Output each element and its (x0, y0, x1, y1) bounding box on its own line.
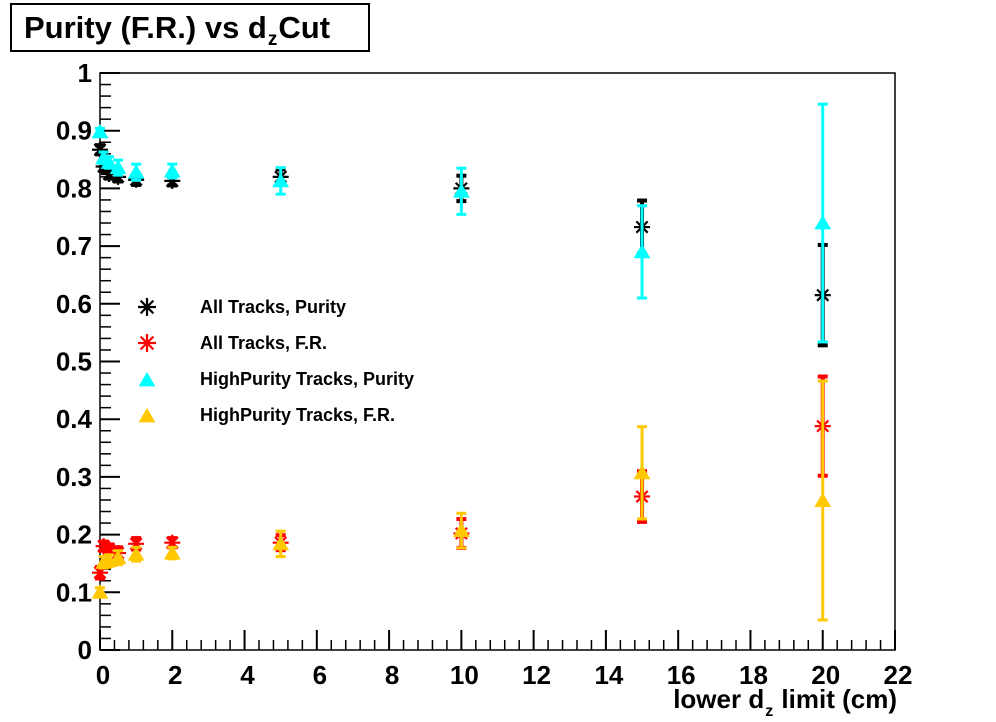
triangle-marker (109, 549, 127, 565)
x-tick-label: 12 (522, 660, 551, 690)
triangle-marker (138, 408, 156, 423)
triangle-marker (272, 172, 290, 188)
x-tick-label: 10 (450, 660, 479, 690)
triangle-marker (127, 164, 145, 179)
legend-item-highpurity-fr: HighPurity Tracks, F.R. (132, 397, 414, 433)
asterisk-marker (138, 334, 156, 352)
triangle-marker (452, 183, 470, 198)
triangle-marker (814, 492, 832, 507)
x-tick-label: 18 (739, 660, 768, 690)
asterisk-marker (138, 298, 156, 316)
triangle-marker (633, 243, 651, 259)
legend: All Tracks, Purity All Tracks, F.R. High… (132, 289, 414, 433)
triangle-marker (138, 372, 156, 387)
x-axis-title-text: lower d (673, 684, 765, 714)
chart-title-text-2: Cut (278, 9, 331, 45)
x-axis-title: lower dz limit (cm) (673, 684, 897, 720)
x-tick-label: 2 (168, 660, 182, 690)
x-tick-label: 8 (385, 660, 399, 690)
x-tick-label: 16 (667, 660, 696, 690)
y-tick-label: 0.4 (56, 404, 93, 434)
triangle-marker (633, 464, 651, 480)
legend-label: HighPurity Tracks, Purity (200, 368, 415, 389)
triangle-marker (814, 215, 832, 230)
x-tick-label: 14 (594, 660, 623, 690)
legend-label: HighPurity Tracks, F.R. (200, 404, 396, 425)
legend-item-highpurity-purity: HighPurity Tracks, Purity (132, 361, 414, 397)
triangle-marker (452, 522, 470, 537)
x-axis-title-subscript: z (765, 703, 774, 720)
legend-item-all-tracks-fr: All Tracks, F.R. (132, 325, 414, 361)
y-tick-label: 0.5 (56, 347, 92, 377)
triangle-marker (163, 163, 181, 178)
triangle-marker (91, 123, 109, 139)
legend-label: All Tracks, F.R. (200, 332, 328, 353)
triangle-marker (163, 545, 181, 560)
y-tick-label: 0.2 (56, 520, 92, 550)
y-tick-label: 0.3 (56, 462, 92, 492)
y-tick-label: 0 (78, 635, 92, 665)
triangle-marker-icon (138, 408, 156, 423)
triangle-marker (127, 546, 145, 561)
y-tick-label: 0.9 (56, 116, 92, 146)
triangle-marker (272, 535, 290, 551)
y-tick-label: 0.8 (56, 173, 92, 203)
asterisk-marker-icon (138, 334, 156, 352)
y-tick-label: 0.1 (56, 577, 92, 607)
chart-title-text: Purity (F.R.) vs d (24, 9, 267, 45)
x-tick-label: 0 (96, 660, 110, 690)
legend-label: All Tracks, Purity (200, 296, 347, 317)
y-tick-label: 0.7 (56, 231, 92, 261)
x-tick-label: 4 (240, 660, 255, 690)
x-tick-label: 22 (884, 660, 913, 690)
triangle-marker-icon (138, 372, 156, 387)
triangle-marker (109, 159, 127, 175)
triangle-marker (100, 154, 118, 169)
x-tick-label: 6 (313, 660, 327, 690)
chart-title: Purity (F.R.) vs d z Cut (10, 3, 370, 52)
chart-title-subscript: z (267, 28, 278, 50)
y-tick-label: 1 (78, 58, 92, 88)
x-axis-title-text-2: limit (cm) (774, 684, 897, 714)
y-tick-label: 0.6 (56, 289, 92, 319)
asterisk-marker-icon (138, 298, 156, 316)
triangle-marker (91, 584, 109, 599)
legend-item-all-tracks-purity: All Tracks, Purity (132, 289, 414, 325)
x-tick-label: 20 (811, 660, 840, 690)
